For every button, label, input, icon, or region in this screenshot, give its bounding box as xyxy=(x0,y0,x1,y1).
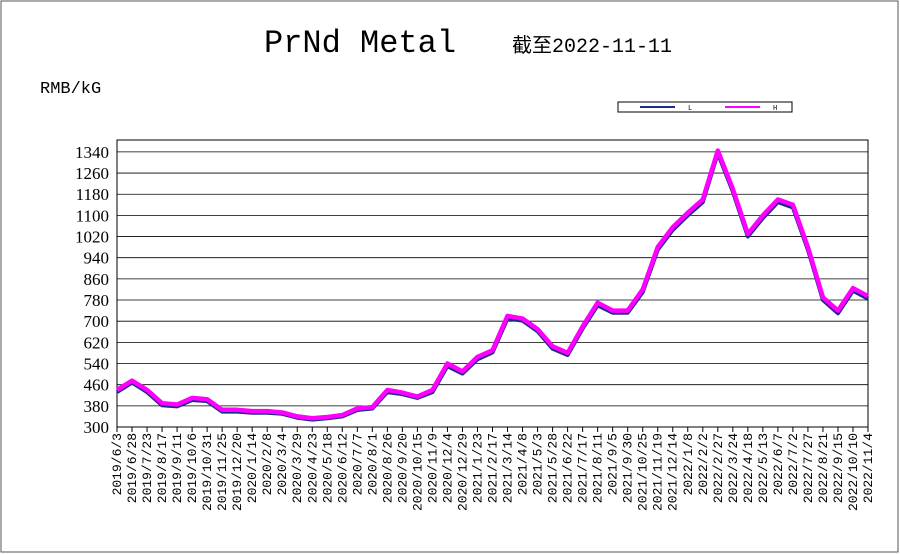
x-tick-label: 2022/7/2 xyxy=(786,433,801,495)
x-tick-label: 2021/5/3 xyxy=(531,433,546,495)
x-tick-label: 2022/1/8 xyxy=(681,433,696,495)
x-tick-label: 2021/6/22 xyxy=(561,433,576,503)
x-tick-label: 2020/2/8 xyxy=(260,433,275,495)
x-tick-label: 2020/12/4 xyxy=(440,433,455,503)
y-tick-label: 1340 xyxy=(75,143,109,162)
legend xyxy=(617,101,793,113)
x-tick-label: 2022/10/10 xyxy=(846,433,861,511)
x-tick-label: 2021/7/17 xyxy=(576,433,591,503)
x-tick-label: 2021/9/30 xyxy=(621,433,636,503)
x-tick-label: 2020/11/9 xyxy=(425,433,440,503)
x-tick-label: 2019/11/25 xyxy=(215,433,230,511)
x-tick-label: 2020/4/23 xyxy=(305,433,320,503)
x-tick-label: 2020/8/1 xyxy=(365,433,380,496)
chart-subtitle: 截至2022-11-11 xyxy=(512,34,672,59)
x-tick-label: 2020/3/29 xyxy=(290,433,305,503)
x-tick-label: 2021/5/28 xyxy=(546,433,561,503)
y-tick-label: 460 xyxy=(84,376,110,395)
y-tick-label: 540 xyxy=(84,355,110,374)
legend-label: H xyxy=(773,105,777,113)
x-tick-label: 2020/7/7 xyxy=(350,433,365,495)
x-tick-label: 2020/6/12 xyxy=(335,433,350,503)
x-tick-label: 2021/8/11 xyxy=(591,433,606,503)
x-tick-label: 2020/3/4 xyxy=(275,433,290,496)
x-tick-label: 2019/12/20 xyxy=(230,433,245,511)
x-tick-label: 2022/9/15 xyxy=(831,433,846,503)
y-tick-label: 860 xyxy=(84,270,110,289)
x-tick-label: 2020/9/20 xyxy=(395,433,410,503)
y-tick-label: 700 xyxy=(84,312,110,331)
x-tick-label: 2020/5/18 xyxy=(320,433,335,503)
y-tick-label: 300 xyxy=(84,418,110,437)
x-tick-label: 2022/11/4 xyxy=(861,433,876,503)
y-tick-label: 940 xyxy=(84,249,110,268)
chart-title: PrNd Metal xyxy=(264,25,456,62)
x-tick-label: 2020/12/29 xyxy=(455,433,470,511)
y-tick-label: 1260 xyxy=(75,164,109,183)
x-tick-label: 2019/10/6 xyxy=(185,433,200,503)
x-tick-label: 2022/5/13 xyxy=(756,433,771,503)
x-tick-label: 2022/2/27 xyxy=(711,433,726,503)
y-axis-label: RMB/kG xyxy=(40,80,101,99)
x-tick-label: 2022/8/21 xyxy=(816,433,831,503)
y-tick-label: 1020 xyxy=(75,228,109,247)
x-tick-label: 2020/10/15 xyxy=(410,433,425,511)
x-tick-label: 2022/7/27 xyxy=(801,433,816,503)
line-series xyxy=(115,148,870,421)
x-tick-label: 2019/9/11 xyxy=(170,433,185,503)
x-tick-label: 2020/8/26 xyxy=(380,433,395,503)
x-tick-label: 2022/3/24 xyxy=(726,433,741,503)
x-tick-label: 2020/1/14 xyxy=(245,433,260,503)
y-tick-label: 1180 xyxy=(76,185,109,204)
x-tick-label: 2019/8/17 xyxy=(155,433,170,503)
x-tick-label: 2022/2/2 xyxy=(696,433,711,495)
x-tick-label: 2021/3/14 xyxy=(501,433,516,503)
plot-area xyxy=(116,139,869,428)
x-tick-label: 2019/6/3 xyxy=(110,433,125,495)
y-tick-label: 1100 xyxy=(76,206,109,225)
x-tick-label: 2021/12/14 xyxy=(666,433,681,511)
x-tick-label: 2022/6/7 xyxy=(771,433,786,495)
y-tick-label: 780 xyxy=(84,291,110,310)
y-tick-label: 620 xyxy=(84,333,110,352)
y-tick-label: 380 xyxy=(84,397,110,416)
x-tick-label: 2021/1/23 xyxy=(470,433,485,503)
x-tick-label: 2019/7/23 xyxy=(140,433,155,503)
x-tick-label: 2021/11/19 xyxy=(651,433,666,511)
x-tick-label: 2021/9/5 xyxy=(606,433,621,495)
legend-label: L xyxy=(688,105,692,113)
x-tick-label: 2021/2/17 xyxy=(486,433,501,503)
x-tick-label: 2022/4/18 xyxy=(741,433,756,503)
x-tick-label: 2021/10/25 xyxy=(636,433,651,511)
x-tick-label: 2019/10/31 xyxy=(200,433,215,511)
x-tick-label: 2021/4/8 xyxy=(516,433,531,495)
x-tick-label: 2019/6/28 xyxy=(125,433,140,503)
